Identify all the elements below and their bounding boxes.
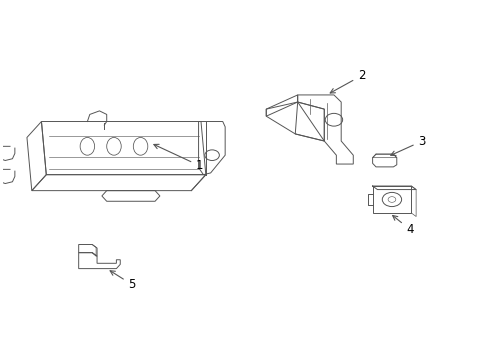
Text: 3: 3 [390, 135, 425, 156]
Text: 5: 5 [110, 271, 136, 291]
Text: 4: 4 [392, 216, 413, 236]
Text: 1: 1 [154, 144, 203, 172]
Text: 2: 2 [329, 69, 365, 93]
